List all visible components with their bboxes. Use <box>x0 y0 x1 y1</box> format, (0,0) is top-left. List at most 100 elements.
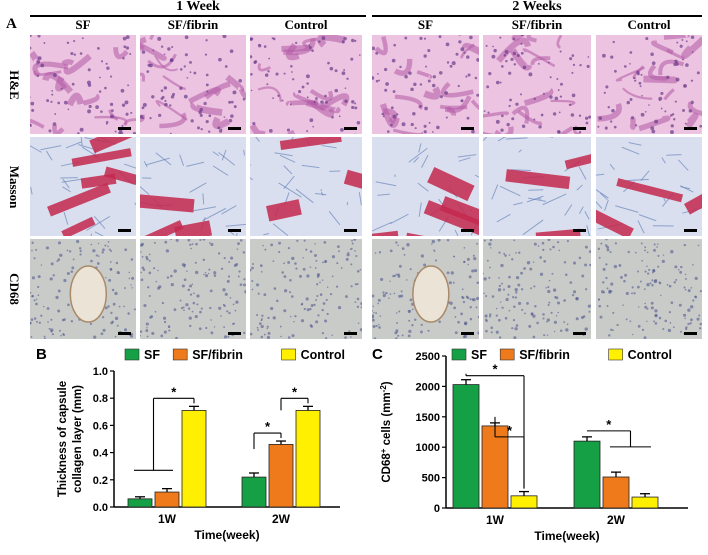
scale-bar <box>461 229 474 232</box>
y-tick-label: 0.0 <box>93 502 108 514</box>
legend-label: Control <box>301 348 345 362</box>
scale-bar <box>684 127 697 130</box>
bar <box>268 444 294 508</box>
panel-letter: B <box>36 346 47 363</box>
column-header: Control <box>627 17 671 32</box>
legend-label: SF <box>471 348 487 362</box>
significance-star: * <box>606 417 612 432</box>
scale-bar <box>228 127 241 130</box>
column-header: SF <box>417 17 434 32</box>
bar <box>127 498 153 508</box>
scale-bar <box>461 127 474 130</box>
micrograph-tile <box>140 35 246 134</box>
micrograph-tile <box>250 239 362 339</box>
y-axis-title: CD68+ cells (mm-2) <box>379 381 393 482</box>
row-label: H&E <box>7 69 22 100</box>
significance-star: * <box>265 419 271 434</box>
row-label: CD68 <box>7 273 22 305</box>
legend-label: SF <box>144 348 160 362</box>
scale-bar <box>344 332 357 335</box>
legend-swatch <box>172 348 188 361</box>
significance-star: * <box>507 423 513 438</box>
panel-letter: C <box>372 346 383 363</box>
bar <box>181 410 207 508</box>
legend-swatch <box>451 348 467 361</box>
micrograph-tile <box>372 239 479 339</box>
chart-b: B SF SF/fibrin Control 0.0 0.2 0.4 0.6 0.8 1.0 1W 2… <box>0 340 360 550</box>
column-header: SF/fibrin <box>511 17 563 32</box>
panel-a-label: A <box>6 16 17 32</box>
column-header: SF/fibrin <box>167 17 219 32</box>
y-tick-label: 500 <box>422 473 440 485</box>
y-tick-label: 0.8 <box>93 393 108 405</box>
bar <box>295 410 321 508</box>
micrograph-tile <box>596 239 702 339</box>
micrograph-tile <box>250 35 362 134</box>
scale-bar <box>573 127 586 130</box>
legend-swatch <box>608 348 623 361</box>
week-header-1-rule <box>30 15 366 17</box>
y-tick-label: 0.2 <box>93 475 108 487</box>
scale-bar <box>573 332 586 335</box>
y-axis-title: Thickness of capsule <box>57 381 69 497</box>
micrograph-tile <box>30 35 136 134</box>
legend-label: SF/fibrin <box>192 348 243 362</box>
legend-swatch <box>124 348 140 361</box>
scale-bar <box>461 332 474 335</box>
y-tick-label: 2500 <box>416 351 440 363</box>
micrograph-tile <box>596 35 702 134</box>
x-tick-label: 2W <box>607 513 626 527</box>
bar <box>510 495 538 509</box>
micrograph-tile <box>483 137 591 236</box>
micrograph-tile <box>30 137 136 236</box>
chart-c: C SF SF/fibrin Control 0 500 1000 1500 2000 2500 1… <box>360 340 708 550</box>
bar <box>573 440 601 509</box>
scale-bar <box>118 332 131 335</box>
column-header: SF <box>75 17 91 32</box>
scale-bar <box>684 332 697 335</box>
scale-bar <box>228 229 241 232</box>
row-label: Masson <box>7 165 22 208</box>
bar <box>241 476 267 508</box>
week-header-2: 2 Weeks <box>512 0 562 14</box>
y-tick-label: 1000 <box>416 442 440 454</box>
bar <box>452 384 480 509</box>
y-tick-label: 0 <box>434 503 440 515</box>
legend-label: SF/fibrin <box>519 348 570 362</box>
micrograph-tile <box>372 137 479 236</box>
micrograph-tile <box>250 137 362 236</box>
y-axis-title: collagen layer (mm) <box>72 385 84 493</box>
micrograph-tile <box>483 35 591 134</box>
x-axis-title: Time(week) <box>194 528 259 542</box>
bar <box>154 491 180 508</box>
x-tick-label: 1W <box>486 513 505 527</box>
y-tick-label: 0.6 <box>93 420 108 432</box>
x-tick-label: 2W <box>272 512 291 526</box>
scale-bar <box>118 127 131 130</box>
micrograph-tile <box>140 239 246 339</box>
significance-star: * <box>292 384 298 399</box>
scale-bar <box>228 332 241 335</box>
legend-label: Control <box>628 348 672 362</box>
micrograph-tile <box>372 35 479 134</box>
column-header: Control <box>284 17 328 32</box>
y-tick-label: 0.4 <box>93 448 109 460</box>
scale-bar <box>573 229 586 232</box>
week-header-2-rule <box>372 15 702 17</box>
scale-bar <box>684 229 697 232</box>
scale-bar <box>344 127 357 130</box>
y-tick-label: 1.0 <box>93 366 108 378</box>
x-axis-title: Time(week) <box>534 529 599 543</box>
legend-swatch <box>281 348 296 361</box>
scale-bar <box>118 229 131 232</box>
y-tick-label: 1500 <box>416 412 440 424</box>
micrograph-tile <box>30 239 136 339</box>
legend-swatch <box>499 348 515 361</box>
micrograph-tile <box>140 137 246 236</box>
bar <box>602 476 630 509</box>
bar <box>631 496 659 509</box>
week-header-1: 1 Week <box>176 0 220 14</box>
significance-star: * <box>171 384 177 399</box>
x-tick-label: 1W <box>158 512 177 526</box>
micrograph-tile <box>596 137 702 236</box>
